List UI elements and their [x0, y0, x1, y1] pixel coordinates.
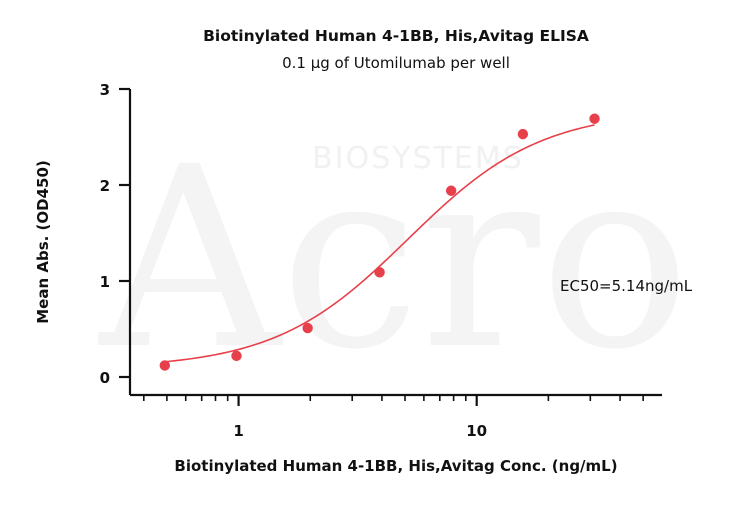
watermark-brand: BIOSYSTEMS — [312, 141, 524, 176]
y-axis-label: Mean Abs. (OD450) — [34, 160, 52, 324]
watermark: Acro BIOSYSTEMS — [98, 113, 691, 404]
y-tick-label: 3 — [100, 81, 110, 99]
data-point — [589, 113, 600, 124]
data-point — [159, 360, 170, 371]
y-tick-label: 0 — [100, 369, 110, 387]
x-tick-label: 10 — [466, 422, 487, 440]
data-point — [517, 128, 529, 140]
data-point — [445, 185, 457, 196]
y-tick-label: 2 — [100, 177, 110, 195]
x-tick-label: 1 — [233, 422, 243, 440]
data-point — [231, 350, 242, 362]
fit-curve — [164, 124, 595, 363]
data-point — [374, 267, 385, 278]
data-point — [302, 322, 313, 334]
x-axis-label: Biotinylated Human 4-1BB, His,Avitag Con… — [174, 457, 617, 475]
y-tick-label: 1 — [100, 273, 110, 291]
plot-area: 0 1 2 3 1 10 — [100, 81, 662, 440]
chart-title: Biotinylated Human 4-1BB, His,Avitag ELI… — [203, 27, 589, 45]
chart-subtitle: 0.1 μg of Utomilumab per well — [282, 54, 510, 72]
watermark-logo: Acro — [98, 113, 691, 404]
ec50-annotation: EC50=5.14ng/mL — [560, 277, 693, 295]
